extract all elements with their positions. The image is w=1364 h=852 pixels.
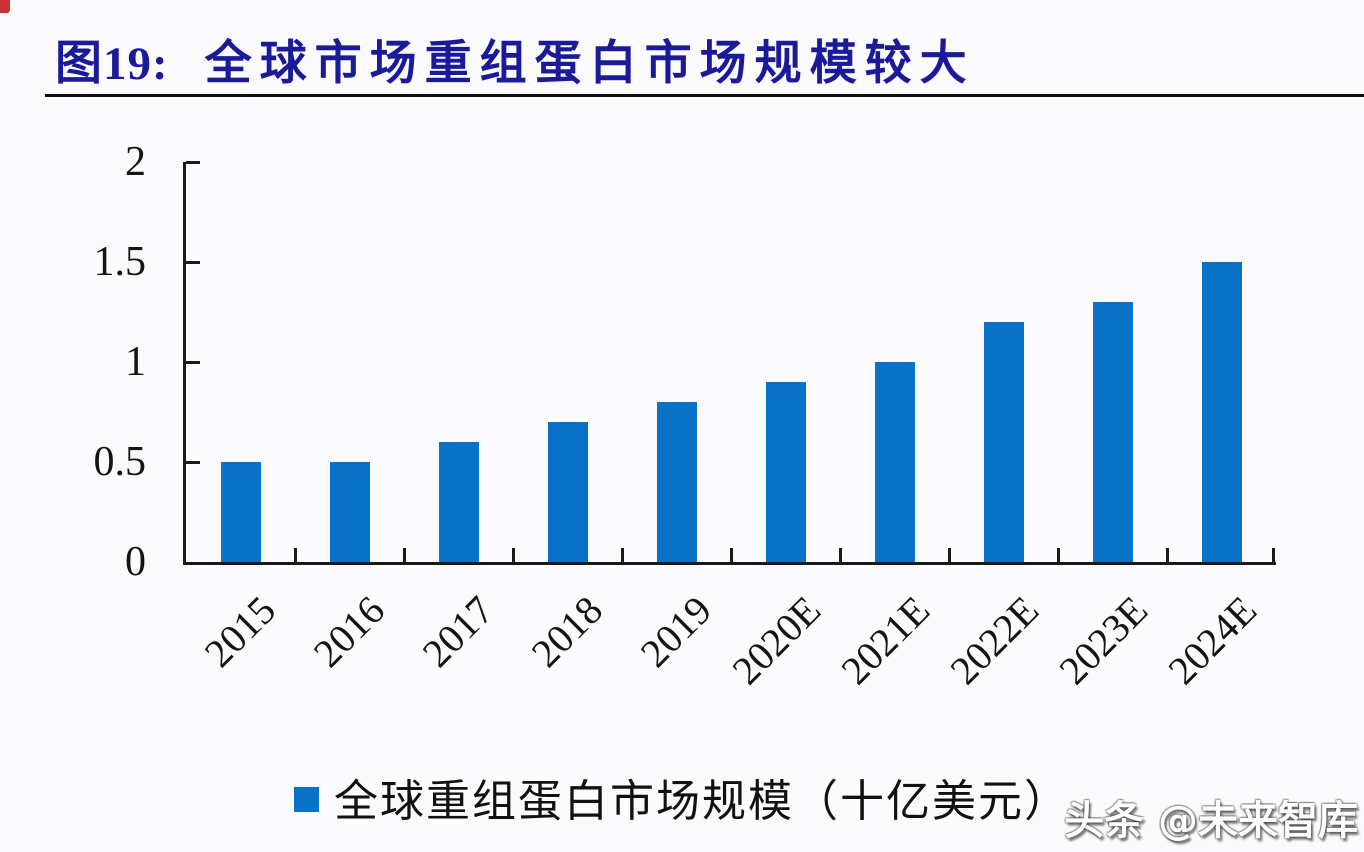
y-axis-tick bbox=[186, 260, 200, 264]
bar-2018 bbox=[547, 422, 588, 562]
title-divider-line bbox=[45, 94, 1364, 97]
x-axis-tick bbox=[838, 548, 842, 562]
bar-2019 bbox=[656, 402, 697, 562]
x-axis-tick bbox=[402, 548, 406, 562]
x-axis-tick bbox=[1165, 548, 1169, 562]
y-tick-label: 1 bbox=[125, 339, 146, 385]
watermark-text: 头条 @未来智库 bbox=[1064, 798, 1358, 844]
chart-legend: 全球重组蛋白市场规模（十亿美元） bbox=[0, 765, 1364, 829]
bar-2015 bbox=[220, 462, 261, 562]
bar-2016 bbox=[329, 462, 370, 562]
y-tick-label: 2 bbox=[125, 139, 146, 185]
x-axis-tick bbox=[1056, 548, 1060, 562]
x-axis-tick bbox=[729, 548, 733, 562]
figure-number-label: 图19: bbox=[55, 38, 169, 90]
bar-2022E bbox=[983, 322, 1024, 562]
plot-area bbox=[183, 160, 1276, 565]
y-axis-tick bbox=[186, 360, 200, 364]
x-axis-tick bbox=[620, 548, 624, 562]
y-tick-label: 1.5 bbox=[93, 239, 147, 285]
bar-2020E bbox=[765, 382, 806, 562]
legend-color-swatch bbox=[294, 786, 319, 812]
y-tick-label: 0.5 bbox=[93, 439, 147, 485]
legend-series-label: 全球重组蛋白市场规模（十亿美元） bbox=[334, 777, 1070, 826]
y-axis-tick bbox=[186, 160, 200, 164]
red-corner-mark bbox=[0, 0, 10, 13]
figure-title-text: 全球市场重组蛋白市场规模较大 bbox=[204, 38, 975, 90]
bar-2023E bbox=[1092, 302, 1133, 562]
bar-2024E bbox=[1201, 262, 1242, 562]
y-axis-tick bbox=[186, 460, 200, 464]
x-axis-tick bbox=[1271, 548, 1275, 562]
bar-2017 bbox=[438, 442, 479, 562]
y-tick-label: 0 bbox=[125, 539, 146, 585]
x-axis-tick bbox=[293, 548, 297, 562]
x-axis-tick bbox=[511, 548, 515, 562]
x-axis-tick bbox=[947, 548, 951, 562]
figure-title: 图19: 全球市场重组蛋白市场规模较大 bbox=[55, 24, 975, 93]
bar-2021E bbox=[874, 362, 915, 562]
